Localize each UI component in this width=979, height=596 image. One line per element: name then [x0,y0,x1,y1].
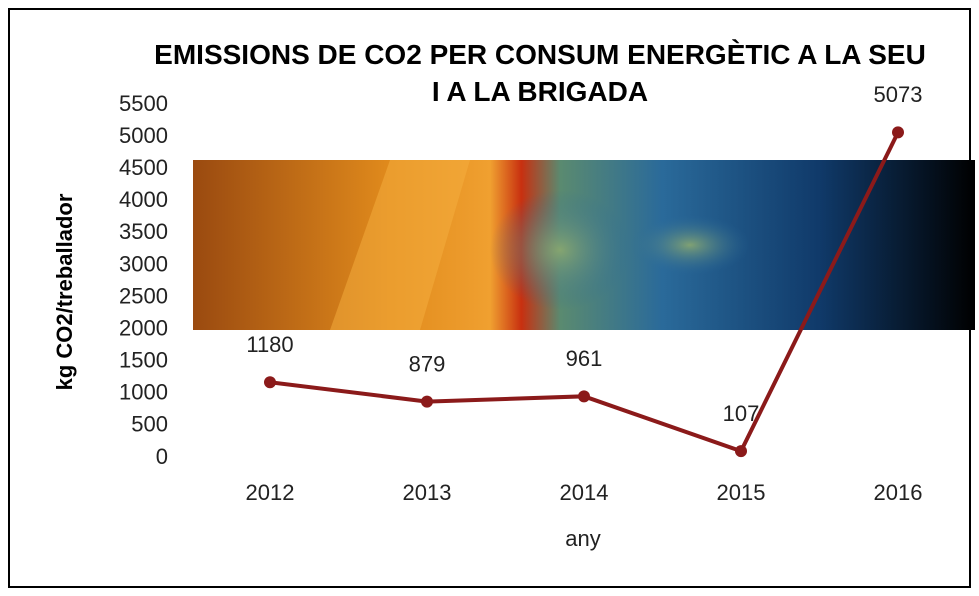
data-label: 1180 [246,332,293,357]
point [735,445,747,458]
y-tick-label: 2500 [119,283,168,308]
data-label: 961 [566,346,603,371]
point [421,395,433,408]
y-tick-label: 0 [156,444,168,469]
y-tick-label: 500 [131,412,168,437]
y-tick-label: 5500 [119,91,168,116]
y-tick-label: 3000 [119,251,168,276]
y-tick-label: 5000 [119,123,168,148]
x-tick-label: 2012 [246,480,295,505]
x-tick-label: 2015 [717,480,766,505]
point [578,390,590,403]
y-axis-title: kg CO2/treballador [52,193,77,390]
y-tick-label: 4500 [119,155,168,180]
chart-title: EMISSIONS DE CO2 PER CONSUM ENERGÈTIC A … [154,39,926,107]
point [892,126,904,139]
x-tick-label: 2014 [560,480,609,505]
x-tick-label: 2016 [874,480,923,505]
x-axis-title: any [565,526,600,551]
y-tick-label: 3500 [119,219,168,244]
point [264,376,276,389]
data-label: 107 [723,401,760,426]
data-label: 5073 [874,82,923,107]
data-label: 879 [409,351,446,376]
y-tick-label: 1000 [119,380,168,405]
y-tick-label: 2000 [119,315,168,340]
y-tick-label: 1500 [119,348,168,373]
x-tick-label: 2013 [403,480,452,505]
y-tick-label: 4000 [119,187,168,212]
background-image [193,160,975,330]
